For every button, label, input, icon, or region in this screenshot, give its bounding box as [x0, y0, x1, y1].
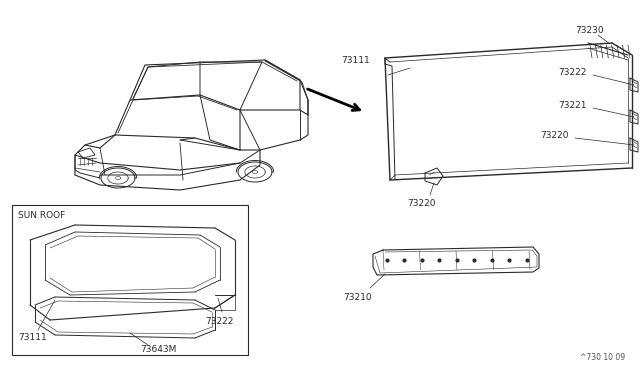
Text: 73220: 73220: [540, 131, 568, 140]
Text: 73222: 73222: [558, 67, 586, 77]
Text: 73221: 73221: [558, 100, 586, 109]
Text: 73111: 73111: [18, 334, 47, 343]
Bar: [12, 205, 248, 355]
Text: SUN ROOF: SUN ROOF: [18, 211, 65, 219]
Text: 73643M: 73643M: [140, 346, 177, 355]
Text: 73220: 73220: [407, 199, 435, 208]
Text: 73210: 73210: [343, 294, 372, 302]
Text: 73222: 73222: [205, 317, 234, 327]
Text: 73111: 73111: [341, 55, 370, 64]
Text: ^730 10 09: ^730 10 09: [580, 353, 625, 362]
Text: 73230: 73230: [575, 26, 604, 35]
